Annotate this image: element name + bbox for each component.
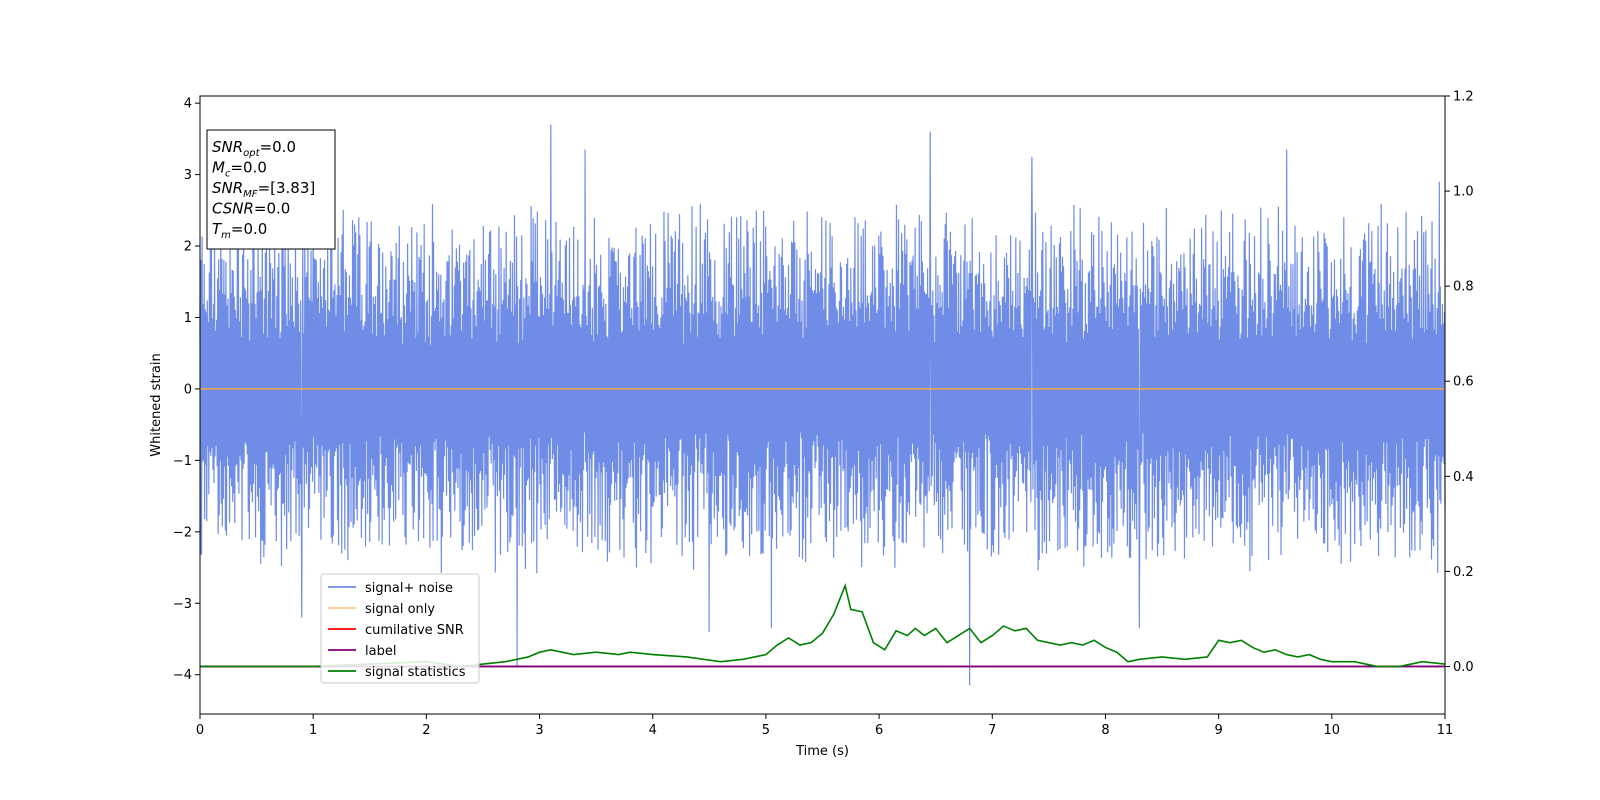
y-tick-label: −4 (173, 668, 192, 683)
x-axis-label: Time (s) (795, 744, 849, 759)
right-axis: 1.2 1.0 0.8 0.6 0.4 0.2 0.0 (1445, 90, 1474, 675)
x-tick-label: 2 (422, 723, 430, 738)
y-tick-label: 3 (184, 168, 192, 183)
annotation-line: Mc=0.0 (212, 159, 267, 180)
x-axis: 0 1 2 3 4 5 6 7 8 9 10 11 (196, 714, 1453, 738)
legend-entry-label: signal statistics (365, 665, 466, 680)
annotation-line: Tm=0.0 (212, 220, 267, 241)
y-tick-label: −1 (173, 454, 192, 469)
legend-entry-label: signal+ noise (365, 581, 453, 596)
annotation-line: CSNR=0.0 (212, 200, 290, 218)
legend-entry-label: label (365, 644, 396, 659)
x-tick-label: 9 (1214, 723, 1222, 738)
annotation-frame (206, 129, 336, 250)
y-axis-label: Whitened strain (149, 353, 164, 456)
y-tick-label: 0 (184, 382, 192, 397)
y2-tick-label: 0.2 (1453, 565, 1474, 580)
y-tick-label: 2 (184, 240, 192, 255)
x-tick-label: 4 (649, 723, 657, 738)
y-tick-label: −2 (173, 525, 192, 540)
y-tick-label: −3 (173, 597, 192, 612)
x-tick-label: 6 (875, 723, 883, 738)
x-tick-label: 8 (1101, 723, 1109, 738)
left-axis: 4 3 2 1 0 −1 −2 −3 −4 (173, 97, 200, 683)
x-tick-label: 1 (309, 723, 317, 738)
y2-tick-label: 0.8 (1453, 280, 1474, 295)
y2-tick-label: 0.6 (1453, 375, 1474, 390)
x-tick-label: 0 (196, 723, 204, 738)
x-tick-label: 5 (762, 723, 770, 738)
plot-frame (199, 95, 1446, 715)
x-tick-label: 11 (1437, 723, 1454, 738)
x-tick-label: 7 (988, 723, 996, 738)
series-signal-noise-line (199, 124, 1446, 686)
y-tick-label: 1 (184, 311, 192, 326)
y2-tick-label: 1.2 (1453, 90, 1474, 105)
legend: signal+ noise signal only cumilative SNR la… (320, 573, 480, 684)
y2-tick-label: 0.4 (1453, 470, 1474, 485)
legend-entry-label: signal only (365, 602, 435, 617)
y2-tick-label: 0.0 (1453, 660, 1474, 675)
x-tick-label: 10 (1324, 723, 1341, 738)
annotation-line: SNRMF=[3.83] (212, 179, 315, 200)
y2-tick-label: 1.0 (1453, 185, 1474, 200)
series-signal-statistics-line (200, 582, 1446, 668)
y-tick-label: 4 (184, 97, 192, 112)
legend-entry-label: cumilative SNR (365, 623, 464, 638)
legend-frame (320, 573, 480, 684)
annotation-line: SNRopt=0.0 (212, 138, 296, 159)
x-tick-label: 3 (535, 723, 543, 738)
